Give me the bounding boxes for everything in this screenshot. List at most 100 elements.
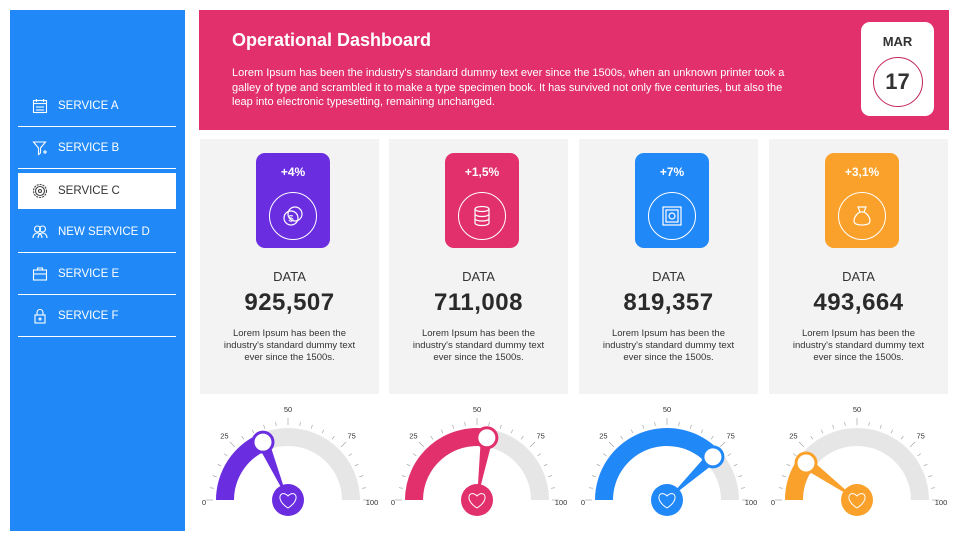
gauge-tick-label: 100 (745, 498, 758, 507)
gauge-tick (700, 429, 704, 434)
date-badge: MAR 17 (861, 22, 934, 116)
metric-label: DATA (652, 269, 685, 284)
gauge-tick (359, 475, 364, 478)
metric-value: 819,357 (623, 289, 714, 316)
gauge-tick (548, 475, 553, 478)
header-description: Lorem Ipsum has been the industry's stan… (232, 67, 785, 108)
gauge-tick (810, 435, 814, 440)
header-banner: Operational Dashboard Lorem Ipsum has be… (199, 10, 949, 130)
icon-ring: $ (269, 192, 317, 240)
gauge-tick (588, 487, 593, 489)
gauge-tick (543, 463, 548, 467)
gauge-tick (741, 487, 746, 489)
gauge-tick (608, 441, 615, 448)
change-percent: +7% (659, 165, 685, 179)
sidebar-item-label: NEW SERVICE D (58, 225, 150, 238)
gauge-tick-label: 50 (663, 405, 671, 414)
metric-card: +7% DATA 819,357 Lorem Ipsum has been th… (579, 139, 758, 394)
gauge-tick-label: 75 (916, 431, 924, 440)
metric-value: 493,664 (813, 289, 904, 316)
gauge-hub (461, 484, 493, 516)
gauge-tick (452, 424, 455, 429)
change-badge: +3,1% (825, 153, 899, 248)
sidebar-item-service-e[interactable]: SERVICE E (18, 253, 176, 295)
gauge-tick (917, 453, 922, 457)
gauge-tick (510, 429, 514, 434)
heart-icon (468, 493, 486, 509)
gauge-handle[interactable] (794, 451, 818, 475)
gauge-tick (909, 441, 916, 448)
gauge-tick-label: 25 (409, 431, 417, 440)
funnel-icon (32, 140, 47, 156)
gauge-tick (781, 475, 786, 478)
money-bag-icon (853, 206, 871, 226)
gauge-tick (868, 421, 870, 426)
sidebar-item-label: SERVICE F (58, 309, 119, 322)
metric-label: DATA (842, 269, 875, 284)
metric-value: 711,008 (434, 289, 523, 316)
sidebar-item-new-service-d[interactable]: NEW SERVICE D (18, 211, 176, 253)
gauge-tick (229, 441, 236, 448)
lock-icon (34, 308, 46, 324)
gauge-tick (251, 429, 255, 434)
gauge-hub (651, 484, 683, 516)
gear-icon (32, 183, 48, 198)
gauge-handle[interactable] (701, 445, 725, 469)
gauge-tick-label: 0 (391, 498, 395, 507)
gauge-tick (844, 421, 846, 426)
gauge-tick-label: 75 (347, 431, 355, 440)
gauge-tick (786, 463, 791, 467)
date-month: MAR (882, 34, 913, 49)
gauge-tick-label: 0 (581, 498, 585, 507)
gauge-tick (832, 424, 835, 429)
gauge-tick (520, 435, 524, 440)
metric-label: DATA (273, 269, 306, 284)
gauge-tick (263, 424, 266, 429)
gauge: 0 25 50 75 100 (581, 405, 758, 516)
gauge-needle (477, 436, 493, 500)
gauge-tick (299, 421, 301, 426)
gauge-needle (257, 439, 288, 500)
gauge-tick-label: 25 (789, 431, 797, 440)
change-percent: +1,5% (464, 165, 500, 179)
metric-value: 925,507 (244, 289, 335, 316)
metric-description: Lorem Ipsum has been the industry's stan… (412, 328, 545, 363)
gauge-tick (551, 487, 556, 489)
sidebar-item-service-f[interactable]: SERVICE F (18, 295, 176, 337)
page-title: Operational Dashboard (232, 30, 432, 50)
gauge-tick-label: 0 (202, 498, 206, 507)
coins-icon: $ (283, 206, 303, 226)
gauge-tick (331, 435, 335, 440)
gauge-tick (928, 475, 933, 478)
sidebar-item-service-b[interactable]: SERVICE B (18, 127, 176, 169)
gauge-handle[interactable] (251, 430, 275, 454)
gauge-fill (405, 428, 489, 500)
gauge-tick (654, 421, 656, 426)
gauge-tick (362, 487, 367, 489)
gauge-tick (464, 421, 466, 426)
gauge-tick (310, 424, 313, 429)
safe-icon (662, 206, 682, 226)
gauge: 0 25 50 75 100 (771, 405, 948, 516)
gauge-tick-label: 100 (935, 498, 948, 507)
database-icon (474, 205, 490, 227)
gauge-tick (642, 424, 645, 429)
metric-card: +3,1% DATA 493,664 Lorem Ipsum has been … (769, 139, 948, 394)
gauge-needle (802, 458, 857, 500)
gauge-handle[interactable] (475, 426, 499, 450)
gauge-tick (923, 463, 928, 467)
sidebar-item-service-c[interactable]: SERVICE C (18, 173, 176, 209)
sidebar-item-label: SERVICE C (58, 184, 120, 197)
sidebar-item-service-a[interactable]: SERVICE A (18, 85, 176, 127)
sidebar-item-label: SERVICE A (58, 99, 119, 112)
toolbox-icon (32, 266, 48, 281)
svg-text:$: $ (288, 214, 293, 224)
gauge-tick (430, 435, 434, 440)
gauge-tick (209, 487, 214, 489)
metric-description: Lorem Ipsum has been the industry's stan… (223, 328, 356, 363)
gauge-tick-label: 100 (366, 498, 379, 507)
change-percent: +3,1% (844, 165, 880, 179)
gauge-tick (223, 453, 228, 457)
gauge-tick (689, 424, 692, 429)
gauge-tick (354, 463, 359, 467)
